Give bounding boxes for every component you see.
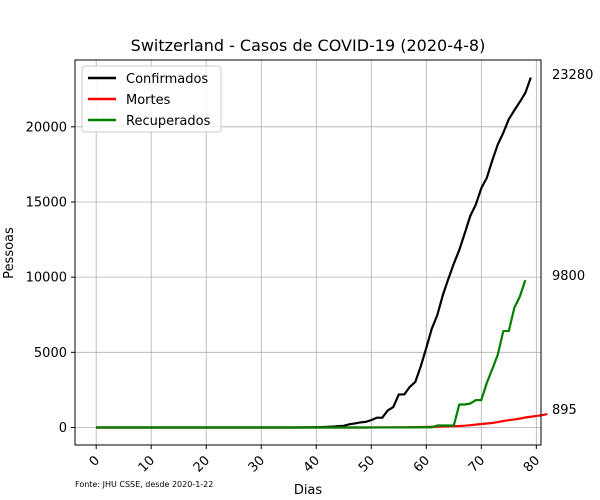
last-value-recuperados: 9800 [552,269,585,284]
y-tick-label: 5000 [34,346,67,361]
y-tick-label: 0 [59,421,67,436]
y-tick-label: 15000 [26,195,67,210]
legend: Confirmados Mortes Recuperados [81,65,222,133]
plot-frame [74,59,542,446]
last-value-confirmados: 23280 [552,68,593,83]
source-footnote: Fonte: JHU CSSE, desde 2020-1-22 [75,480,213,489]
y-axis-label: Pessoas [2,227,17,279]
y-tick-label: 10000 [26,271,67,286]
legend-label-mortes: Mortes [126,93,171,108]
last-value-mortes: 895 [552,403,577,418]
series-line-recuperados [96,279,527,429]
x-axis-label: Dias [294,483,323,498]
chart-title: Switzerland - Casos de COVID-19 (2020-4-… [131,36,486,55]
legend-label-recuperados: Recuperados [126,114,211,129]
y-tick-label: 20000 [26,120,67,135]
legend-box [81,65,222,133]
legend-label-confirmados: Confirmados [126,72,208,87]
series-lines [96,77,548,429]
